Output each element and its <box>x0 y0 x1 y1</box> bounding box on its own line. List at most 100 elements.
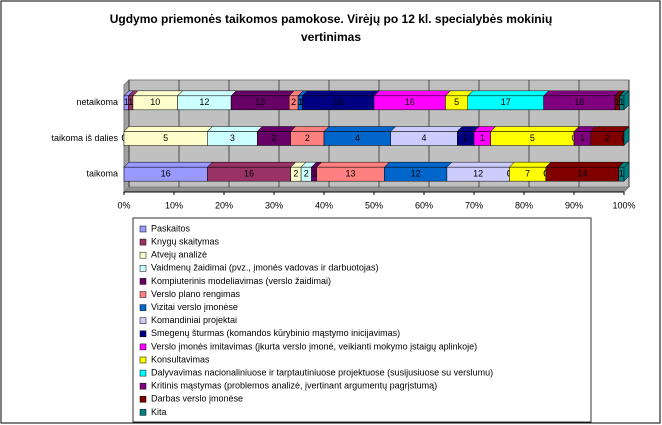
legend-swatch <box>139 343 147 351</box>
bar-end <box>623 90 630 111</box>
legend-label: Atvejų analizė <box>151 250 207 260</box>
legend-swatch <box>139 304 147 311</box>
data-label: 10 <box>150 97 160 107</box>
data-label: 1 <box>619 97 624 107</box>
data-label: 12 <box>473 169 483 179</box>
legend-swatch <box>139 251 147 259</box>
data-label: 14 <box>577 169 587 179</box>
data-label: 1 <box>615 97 620 107</box>
x-tick-label: 60% <box>415 200 433 210</box>
legend-label: Paskaitos <box>151 223 191 233</box>
chart-title: vertinimas <box>301 30 361 44</box>
legend-label: Kritinis mąstymas (problemos analizė, įv… <box>151 381 437 391</box>
legend-swatch <box>139 278 147 285</box>
data-label: 2 <box>271 133 276 143</box>
bar-top <box>301 90 380 97</box>
data-label: 1 <box>124 97 129 107</box>
x-tick-label: 100% <box>612 200 635 210</box>
x-tick-label: 50% <box>365 200 383 210</box>
legend-swatch <box>139 225 147 233</box>
data-label: 4 <box>421 133 426 143</box>
bar-top <box>176 90 237 97</box>
y-tick-label: netaikoma <box>76 97 118 107</box>
x-tick-label: 30% <box>265 200 283 210</box>
x-tick-label: 10% <box>165 200 183 210</box>
data-label: 13 <box>255 97 265 107</box>
bar-top <box>206 126 263 132</box>
legend-swatch <box>139 382 147 390</box>
bar-top <box>467 90 550 97</box>
data-label: 2 <box>304 169 309 179</box>
legend-swatch <box>139 330 147 338</box>
y-tick-label: taikoma iš dalies <box>51 133 118 143</box>
data-label: 16 <box>574 97 584 107</box>
legend-label: Kita <box>151 407 167 417</box>
data-label: 2 <box>305 133 310 143</box>
legend-swatch <box>139 409 147 416</box>
data-label: 16 <box>333 97 343 107</box>
bar-top <box>256 126 297 132</box>
data-label: 2 <box>293 169 298 179</box>
x-tick-label: 90% <box>565 200 583 210</box>
bar-top <box>123 161 213 168</box>
data-label: 16 <box>244 169 254 179</box>
data-label: 5 <box>163 133 168 143</box>
bar-top <box>206 161 297 168</box>
legend-label: Vaidmenų žaidimai (pvz., įmonės vadovas … <box>151 263 378 273</box>
data-label: 5 <box>454 97 459 107</box>
x-tick-label: 80% <box>515 200 533 210</box>
legend-swatch <box>139 238 147 246</box>
bar-top <box>490 126 580 132</box>
data-label: 5 <box>530 133 535 143</box>
floor <box>122 186 631 193</box>
legend-label: Konsultavimas <box>151 354 210 364</box>
data-label: 12 <box>411 169 421 179</box>
legend-swatch <box>139 317 147 324</box>
legend-label: Smegenų šturmas (komandos kūrybinio mąst… <box>151 328 400 338</box>
data-label: 17 <box>501 97 511 107</box>
legend-swatch <box>139 291 147 298</box>
data-label: 4 <box>355 133 360 143</box>
bar-top <box>316 161 391 168</box>
x-tick-label: 0% <box>117 200 130 210</box>
data-label: 1 <box>619 169 624 179</box>
legend-label: Dalyvavimas nacionaliniuose ir tarptauti… <box>151 367 493 377</box>
legend-label: Verslo plano rengimas <box>151 289 241 299</box>
bar-top <box>543 90 621 97</box>
bar-top <box>590 126 630 132</box>
legend-label: Darbas verslo įmonėse <box>151 394 243 404</box>
x-tick-label: 70% <box>465 200 483 210</box>
legend-label: Verslo įmonės imitavimas (įkurta verslo … <box>151 341 477 351</box>
bar-top <box>123 126 213 132</box>
bar-end <box>623 161 630 182</box>
data-label: 1 <box>580 133 585 143</box>
bar-top <box>373 90 452 97</box>
data-label: 16 <box>161 169 171 179</box>
data-label: 12 <box>199 97 209 107</box>
bar-top <box>230 90 295 97</box>
bar-top <box>508 161 552 168</box>
chart-title: Ugdymo priemonės taikomos pamokose. Virė… <box>110 12 553 26</box>
data-label: 1 <box>298 97 303 107</box>
bar-top <box>323 126 397 132</box>
data-label: 7 <box>525 169 530 179</box>
legend-swatch <box>139 265 147 272</box>
data-label: 1 <box>463 133 468 143</box>
legend-label: Knygų skaitymas <box>151 236 220 246</box>
data-label: 1 <box>312 169 317 179</box>
bar-top <box>390 126 463 132</box>
bar-top <box>290 126 330 132</box>
legend-label: Komandiniai projektai <box>151 315 237 325</box>
x-tick-label: 40% <box>315 200 333 210</box>
legend-label: Vizitai verslo įmonėse <box>151 302 238 312</box>
legend-swatch <box>139 396 147 403</box>
bar-end <box>623 125 630 147</box>
legend-box <box>132 217 592 423</box>
data-label: 2 <box>605 133 610 143</box>
y-tick-label: taikoma <box>86 169 118 179</box>
legend-swatch <box>139 369 147 377</box>
legend-swatch <box>139 356 147 364</box>
data-label: 16 <box>405 97 415 107</box>
data-label: 3 <box>230 133 235 143</box>
